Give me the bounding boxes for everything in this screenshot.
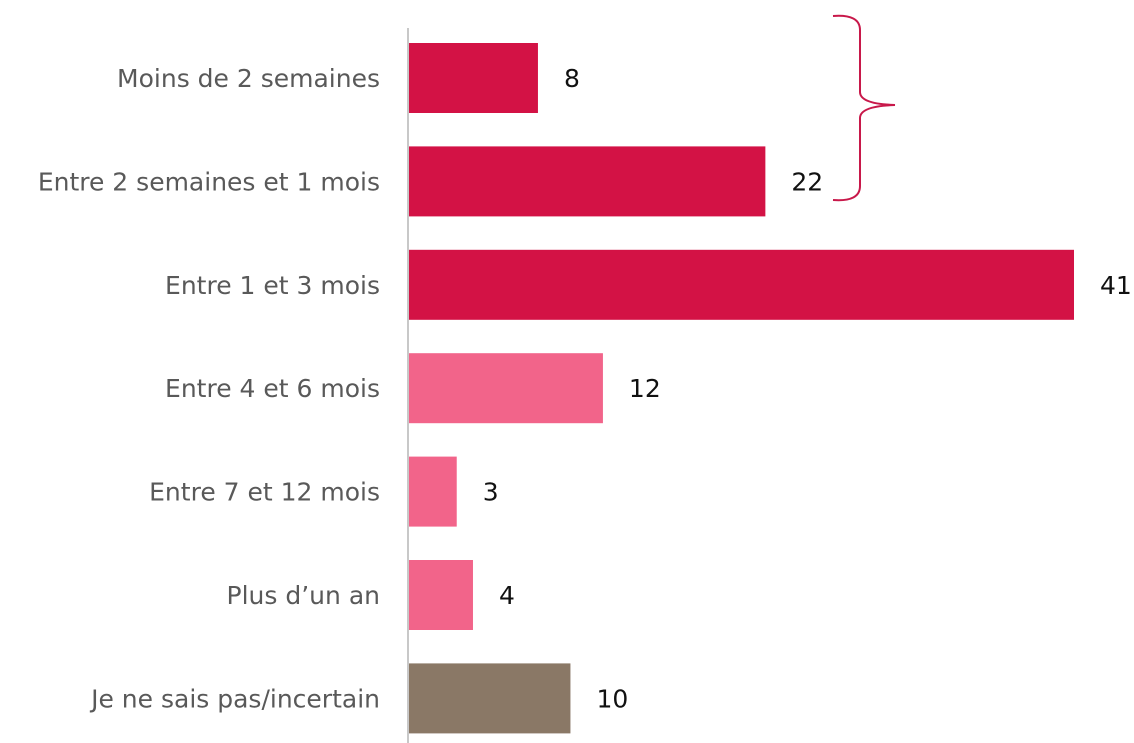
value-label: 3 <box>483 478 499 507</box>
bar <box>409 43 538 113</box>
value-label: 22 <box>791 167 823 196</box>
category-label: Entre 7 et 12 mois <box>149 478 380 507</box>
category-label: Entre 2 semaines et 1 mois <box>38 167 380 196</box>
category-label: Entre 1 et 3 mois <box>165 271 380 300</box>
category-label: Je ne sais pas/incertain <box>89 684 380 713</box>
bar <box>409 560 473 630</box>
bar <box>409 456 457 527</box>
bar <box>409 353 603 424</box>
value-label: 10 <box>596 684 628 713</box>
value-label: 8 <box>564 64 580 93</box>
value-label: 41 <box>1100 271 1132 300</box>
category-label: Plus d’un an <box>227 581 380 610</box>
value-label: 4 <box>499 581 515 610</box>
bar <box>409 249 1074 320</box>
category-label: Moins de 2 semaines <box>117 64 380 93</box>
bar <box>409 663 571 734</box>
bracket <box>832 14 896 202</box>
bar <box>409 146 766 217</box>
value-label: 12 <box>629 374 661 403</box>
category-label: Entre 4 et 6 mois <box>165 374 380 403</box>
